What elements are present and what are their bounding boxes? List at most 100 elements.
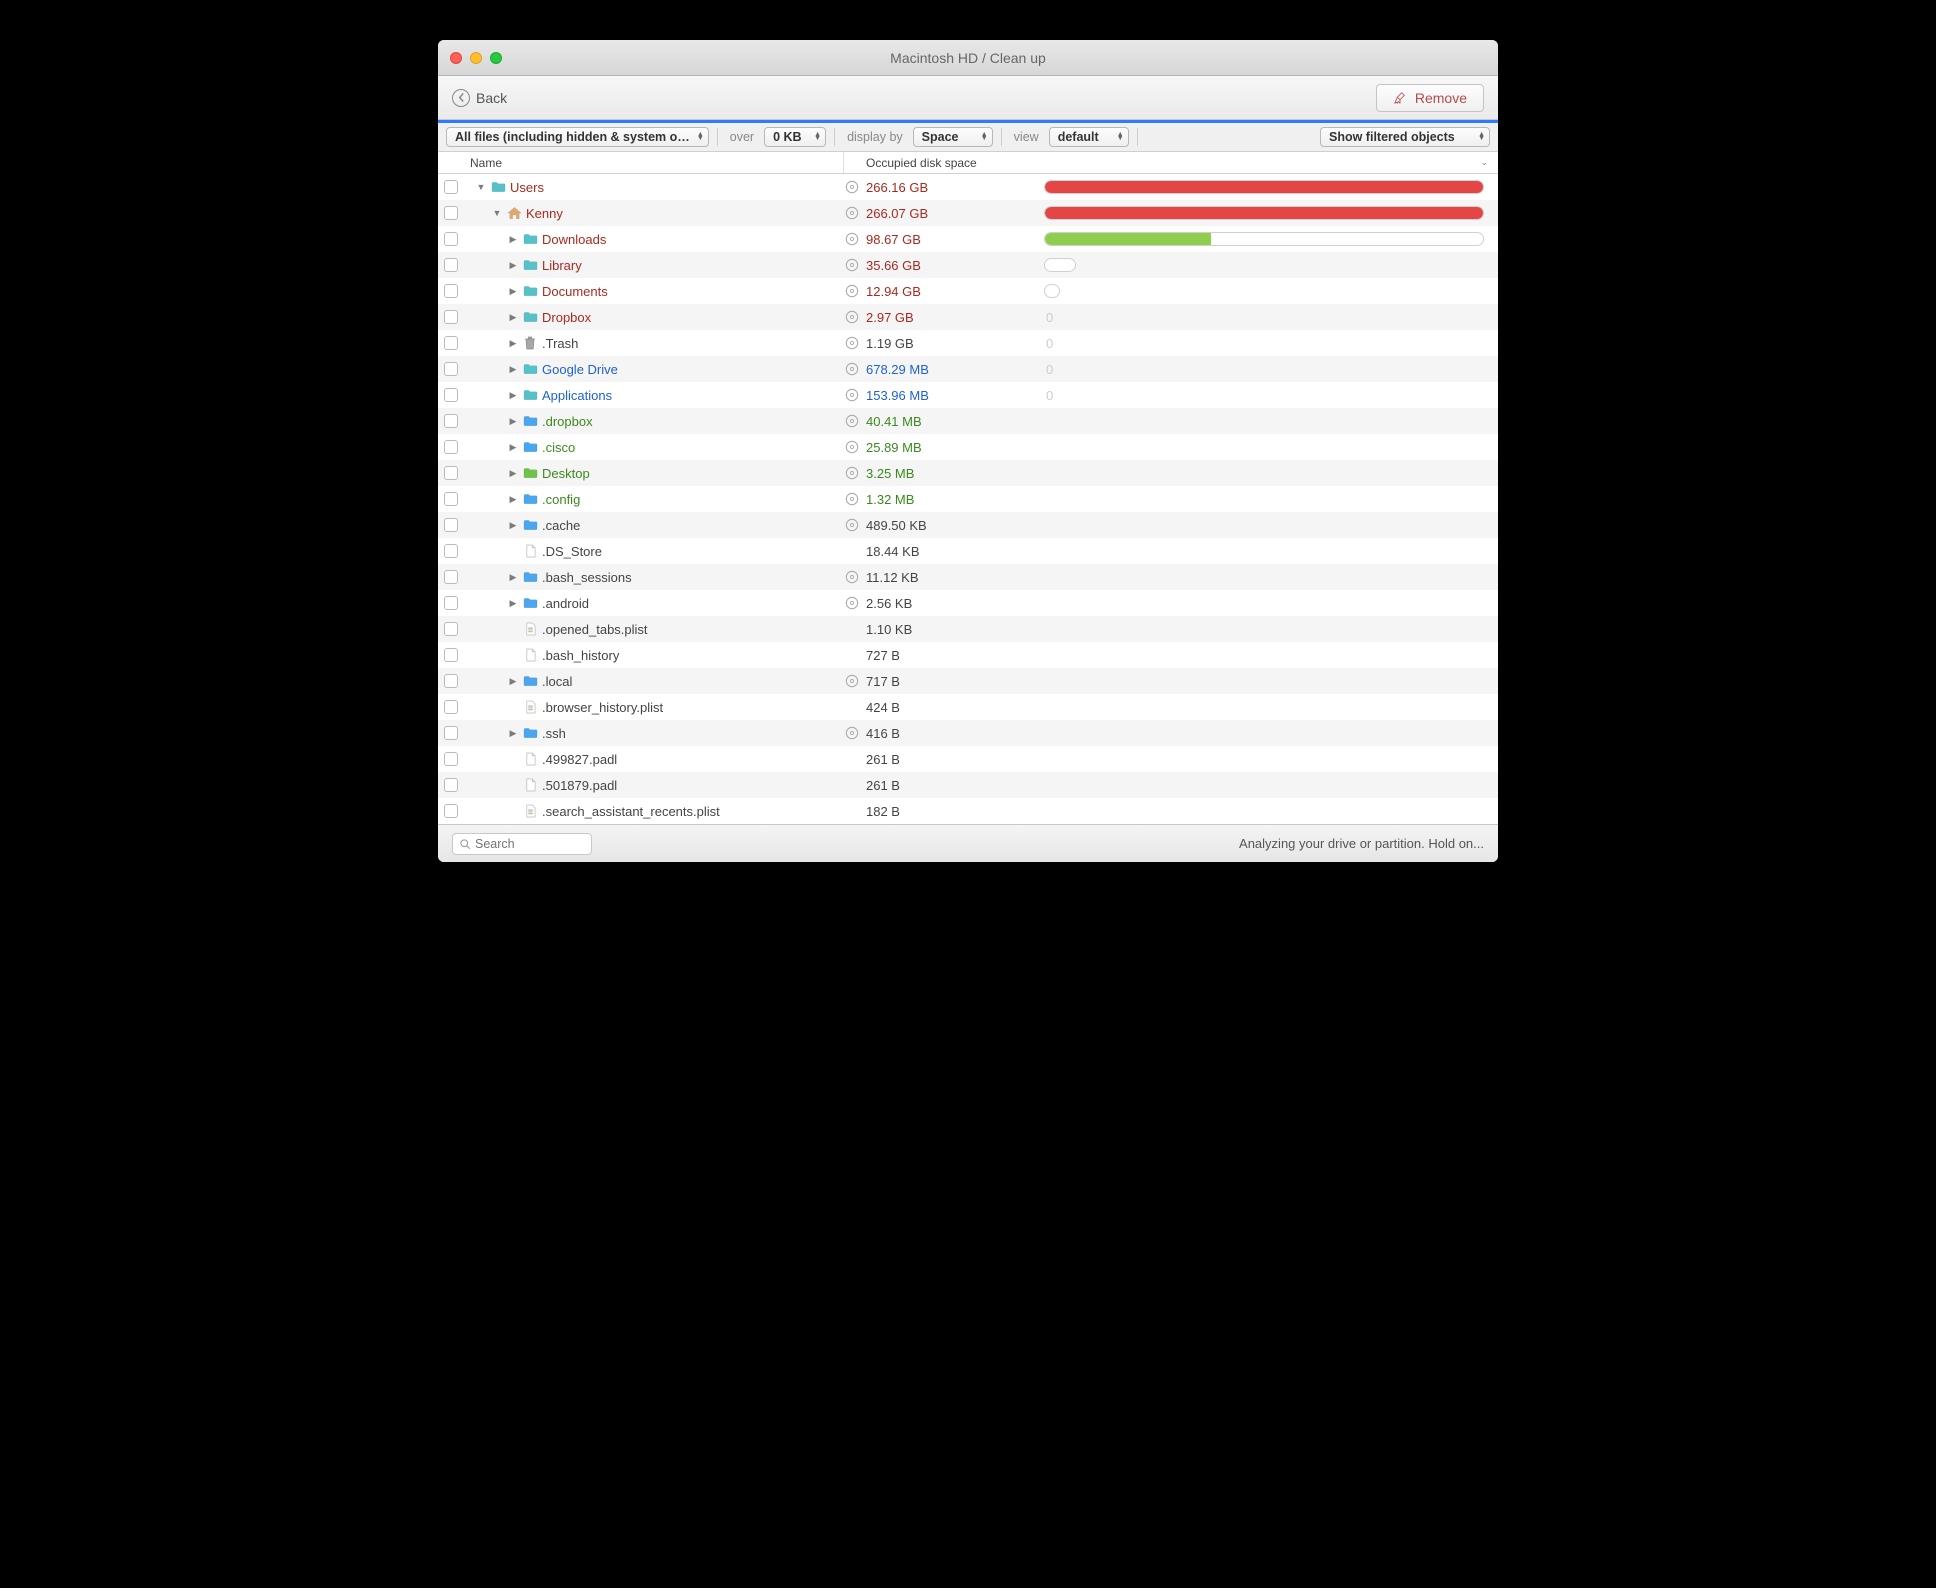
table-row[interactable]: ▶ Applications 153.96 MB 0	[438, 382, 1498, 408]
row-checkbox[interactable]	[444, 544, 458, 558]
folder-icon	[522, 413, 538, 429]
disclosure-triangle-icon[interactable]: ▼	[476, 182, 486, 192]
disclosure-triangle-icon[interactable]: ▶	[508, 312, 518, 323]
over-value: 0 KB	[773, 130, 801, 144]
sort-indicator-icon: ⌄	[1480, 157, 1488, 168]
disclosure-triangle-icon[interactable]: ▶	[508, 598, 518, 609]
row-checkbox[interactable]	[444, 804, 458, 818]
row-checkbox[interactable]	[444, 674, 458, 688]
row-checkbox[interactable]	[444, 232, 458, 246]
disclosure-triangle-icon[interactable]: ▶	[508, 234, 518, 245]
view-select[interactable]: default ▲▼	[1049, 127, 1129, 147]
disclosure-triangle-icon[interactable]: ▶	[508, 338, 518, 349]
row-checkbox[interactable]	[444, 284, 458, 298]
table-row[interactable]: ▶ Documents 12.94 GB	[438, 278, 1498, 304]
table-row[interactable]: ▶ Library 35.66 GB	[438, 252, 1498, 278]
file-name: Downloads	[542, 232, 606, 247]
file-size: 18.44 KB	[866, 544, 920, 559]
search-field[interactable]	[475, 837, 585, 851]
row-checkbox[interactable]	[444, 336, 458, 350]
row-checkbox[interactable]	[444, 310, 458, 324]
row-checkbox[interactable]	[444, 518, 458, 532]
disclosure-triangle-icon[interactable]: ▶	[508, 520, 518, 531]
usage-zero: 0	[1044, 310, 1053, 325]
row-checkbox[interactable]	[444, 258, 458, 272]
table-row[interactable]: .bash_history 727 B	[438, 642, 1498, 668]
usage-zero: 0	[1044, 336, 1053, 351]
search-input[interactable]	[452, 833, 592, 855]
name-column-header[interactable]: Name	[464, 152, 844, 173]
table-row[interactable]: ▶ Desktop 3.25 MB	[438, 460, 1498, 486]
row-checkbox[interactable]	[444, 726, 458, 740]
table-row[interactable]: ▶ .ssh 416 B	[438, 720, 1498, 746]
row-checkbox[interactable]	[444, 362, 458, 376]
table-row[interactable]: ▶ .cisco 25.89 MB	[438, 434, 1498, 460]
usage-bar	[1044, 180, 1484, 194]
row-checkbox[interactable]	[444, 752, 458, 766]
zoom-window-button[interactable]	[490, 52, 502, 64]
minimize-window-button[interactable]	[470, 52, 482, 64]
table-row[interactable]: ▶ .Trash 1.19 GB 0	[438, 330, 1498, 356]
table-row[interactable]: ▶ Downloads 98.67 GB	[438, 226, 1498, 252]
table-row[interactable]: ▶ .dropbox 40.41 MB	[438, 408, 1498, 434]
disclosure-triangle-icon[interactable]: ▶	[508, 416, 518, 427]
disclosure-triangle-icon[interactable]: ▼	[492, 208, 502, 218]
disclosure-triangle-icon[interactable]: ▶	[508, 390, 518, 401]
table-row[interactable]: ▶ .config 1.32 MB	[438, 486, 1498, 512]
disclosure-triangle-icon[interactable]: ▶	[508, 442, 518, 453]
row-checkbox[interactable]	[444, 492, 458, 506]
row-checkbox[interactable]	[444, 596, 458, 610]
table-row[interactable]: ▶ Google Drive 678.29 MB 0	[438, 356, 1498, 382]
filter-select[interactable]: All files (including hidden & system o… …	[446, 127, 709, 147]
table-row[interactable]: ▶ .local 717 B	[438, 668, 1498, 694]
remove-label: Remove	[1415, 90, 1467, 106]
row-checkbox[interactable]	[444, 700, 458, 714]
table-row[interactable]: ▶ .android 2.56 KB	[438, 590, 1498, 616]
file-size: 266.16 GB	[866, 180, 928, 195]
remove-button[interactable]: Remove	[1376, 84, 1484, 112]
row-checkbox[interactable]	[444, 206, 458, 220]
disclosure-triangle-icon[interactable]: ▶	[508, 260, 518, 271]
row-checkbox[interactable]	[444, 622, 458, 636]
table-row[interactable]: ▶ .bash_sessions 11.12 KB	[438, 564, 1498, 590]
row-checkbox[interactable]	[444, 180, 458, 194]
back-button[interactable]: Back	[452, 89, 507, 107]
table-row[interactable]: ▶ Dropbox 2.97 GB 0	[438, 304, 1498, 330]
table-row[interactable]: .DS_Store 18.44 KB	[438, 538, 1498, 564]
usage-bar	[1044, 206, 1484, 220]
show-filtered-select[interactable]: Show filtered objects ▲▼	[1320, 127, 1490, 147]
disclosure-triangle-icon[interactable]: ▶	[508, 468, 518, 479]
file-size: 25.89 MB	[866, 440, 922, 455]
size-column-header[interactable]: Occupied disk space ⌄	[844, 156, 1498, 170]
table-row[interactable]: .opened_tabs.plist 1.10 KB	[438, 616, 1498, 642]
close-window-button[interactable]	[450, 52, 462, 64]
file-name: .dropbox	[542, 414, 593, 429]
row-checkbox[interactable]	[444, 648, 458, 662]
file-size: 1.19 GB	[866, 336, 914, 351]
table-row[interactable]: .499827.padl 261 B	[438, 746, 1498, 772]
disclosure-triangle-icon[interactable]: ▶	[508, 494, 518, 505]
file-name: .config	[542, 492, 580, 507]
row-checkbox[interactable]	[444, 388, 458, 402]
table-row[interactable]: ▼ Users 266.16 GB	[438, 174, 1498, 200]
disclosure-triangle-icon[interactable]: ▶	[508, 728, 518, 739]
row-checkbox[interactable]	[444, 778, 458, 792]
file-name: .bash_history	[542, 648, 619, 663]
display-by-select[interactable]: Space ▲▼	[913, 127, 993, 147]
table-row[interactable]: ▼ Kenny 266.07 GB	[438, 200, 1498, 226]
disclosure-triangle-icon[interactable]: ▶	[508, 364, 518, 375]
table-row[interactable]: .search_assistant_recents.plist 182 B	[438, 798, 1498, 824]
over-value-select[interactable]: 0 KB ▲▼	[764, 127, 826, 147]
row-checkbox[interactable]	[444, 466, 458, 480]
table-row[interactable]: ▶ .cache 489.50 KB	[438, 512, 1498, 538]
row-checkbox[interactable]	[444, 414, 458, 428]
folder-icon	[522, 517, 538, 533]
disclosure-triangle-icon[interactable]: ▶	[508, 676, 518, 687]
row-checkbox[interactable]	[444, 570, 458, 584]
table-row[interactable]: .501879.padl 261 B	[438, 772, 1498, 798]
file-name: Documents	[542, 284, 608, 299]
disclosure-triangle-icon[interactable]: ▶	[508, 286, 518, 297]
row-checkbox[interactable]	[444, 440, 458, 454]
disclosure-triangle-icon[interactable]: ▶	[508, 572, 518, 583]
table-row[interactable]: .browser_history.plist 424 B	[438, 694, 1498, 720]
